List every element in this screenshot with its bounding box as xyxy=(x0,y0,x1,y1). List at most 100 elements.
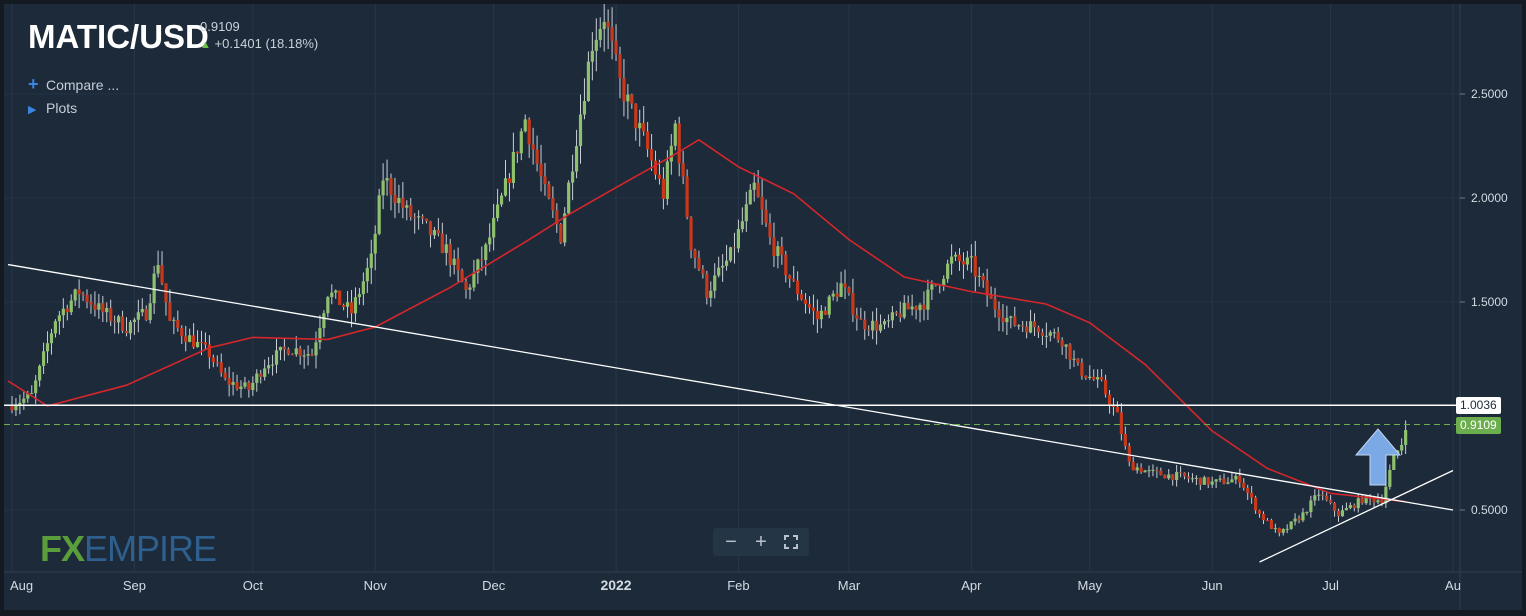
compare-menu-item[interactable]: + Compare ... xyxy=(28,74,119,95)
candle-body xyxy=(164,283,168,303)
candle-body xyxy=(192,335,196,348)
candle-body xyxy=(1182,472,1187,477)
candle-body xyxy=(539,163,543,177)
zoom-out-button[interactable]: − xyxy=(725,531,737,553)
candle-body xyxy=(835,293,839,297)
candle-body xyxy=(1289,521,1293,529)
last-price-tag-text: 0.9109 xyxy=(1460,417,1497,432)
candle-body xyxy=(1194,477,1198,479)
candle-body xyxy=(1155,469,1159,471)
candle-body xyxy=(1001,317,1005,323)
x-tick-label: Feb xyxy=(727,578,749,593)
candle-body xyxy=(377,195,381,234)
candle-body xyxy=(1230,479,1234,483)
candle-body xyxy=(728,247,733,261)
triangle-right-icon: ▶ xyxy=(28,104,37,116)
candle-body xyxy=(930,284,934,290)
fullscreen-button[interactable] xyxy=(779,531,803,553)
candle-body xyxy=(1127,445,1131,462)
candle-body xyxy=(693,250,697,258)
candle-body xyxy=(780,246,784,255)
candle-body xyxy=(1384,486,1388,504)
candle-body xyxy=(239,386,243,389)
candle-body xyxy=(1325,495,1329,501)
candle-body xyxy=(1297,518,1301,521)
candle-body xyxy=(1238,475,1242,483)
zoom-in-button[interactable]: + xyxy=(755,531,767,553)
candle-body xyxy=(10,406,14,411)
candle-body xyxy=(1388,469,1392,487)
candle-body xyxy=(1123,434,1127,446)
candle-body xyxy=(1025,326,1029,333)
last-price: 0.9109 xyxy=(200,19,240,34)
candle-body xyxy=(195,341,200,348)
candle-body xyxy=(436,230,440,234)
candle-body xyxy=(397,198,401,204)
candle-body xyxy=(1048,332,1052,336)
candle-body xyxy=(610,27,614,41)
candle-body xyxy=(1269,520,1273,529)
candle-body xyxy=(1360,498,1364,504)
candle-body xyxy=(1344,508,1349,511)
candle-body xyxy=(219,362,223,373)
candle-body xyxy=(1080,362,1084,376)
candle-body xyxy=(1250,492,1254,498)
candle-body xyxy=(1340,510,1345,517)
x-tick-label: Mar xyxy=(838,578,861,593)
y-tick-label: 0.5000 xyxy=(1471,503,1508,517)
candle-body xyxy=(440,233,444,253)
candle-body xyxy=(89,302,93,305)
price-chart[interactable]: Aug Sep Oct Nov Dec 2022 Feb Mar Apr May Jun Jul Au 0… xyxy=(4,4,1522,610)
x-tick-label: Oct xyxy=(243,578,264,593)
candle-body xyxy=(365,267,369,282)
trendline xyxy=(7,263,1454,511)
x-tick-label: 2022 xyxy=(600,577,631,593)
candle-body xyxy=(1119,412,1123,435)
candle-body xyxy=(73,289,77,301)
candle-body xyxy=(1400,444,1404,451)
candle-body xyxy=(361,281,365,295)
candle-body xyxy=(1005,317,1009,323)
candle-body xyxy=(969,256,973,258)
x-tick-label: Jul xyxy=(1322,578,1339,593)
candle-body xyxy=(1305,512,1309,514)
candle-body xyxy=(1068,344,1072,360)
candle-body xyxy=(574,146,579,172)
candle-body xyxy=(724,260,729,266)
candle-body xyxy=(452,258,456,265)
candle-body xyxy=(1056,332,1060,341)
candle-body xyxy=(152,273,156,304)
candle-body xyxy=(456,258,460,271)
candle-body xyxy=(484,244,488,260)
candle-body xyxy=(567,182,571,214)
candle-body xyxy=(1163,475,1167,479)
candle-body xyxy=(1159,470,1163,476)
candle-body xyxy=(1084,375,1088,379)
candle-body xyxy=(732,247,737,249)
candle-body xyxy=(188,335,192,342)
candle-body xyxy=(831,293,835,297)
candle-body xyxy=(571,171,575,183)
candle-body xyxy=(259,373,263,377)
up-arrow-annotation xyxy=(1354,428,1402,486)
candle-body xyxy=(472,272,476,288)
candle-body xyxy=(1226,482,1230,484)
plots-menu-item[interactable]: ▶ Plots xyxy=(28,100,77,116)
candle-body xyxy=(270,364,275,366)
y-tick-label: 2.0000 xyxy=(1471,191,1508,205)
candle-body xyxy=(1064,344,1068,347)
candle-body xyxy=(1301,512,1305,521)
candle-body xyxy=(14,405,18,411)
candle-body xyxy=(661,178,666,199)
candle-body xyxy=(531,144,535,150)
candle-body xyxy=(85,294,89,303)
candle-body xyxy=(803,299,808,305)
candle-body xyxy=(203,342,208,345)
last-price-tag: 0.9109 xyxy=(1456,416,1501,434)
candle-body xyxy=(950,256,954,264)
candle-body xyxy=(1072,358,1076,360)
plus-icon: + xyxy=(28,74,39,94)
candle-body xyxy=(353,297,358,314)
candle-body xyxy=(1218,478,1222,480)
candle-body xyxy=(140,308,144,313)
